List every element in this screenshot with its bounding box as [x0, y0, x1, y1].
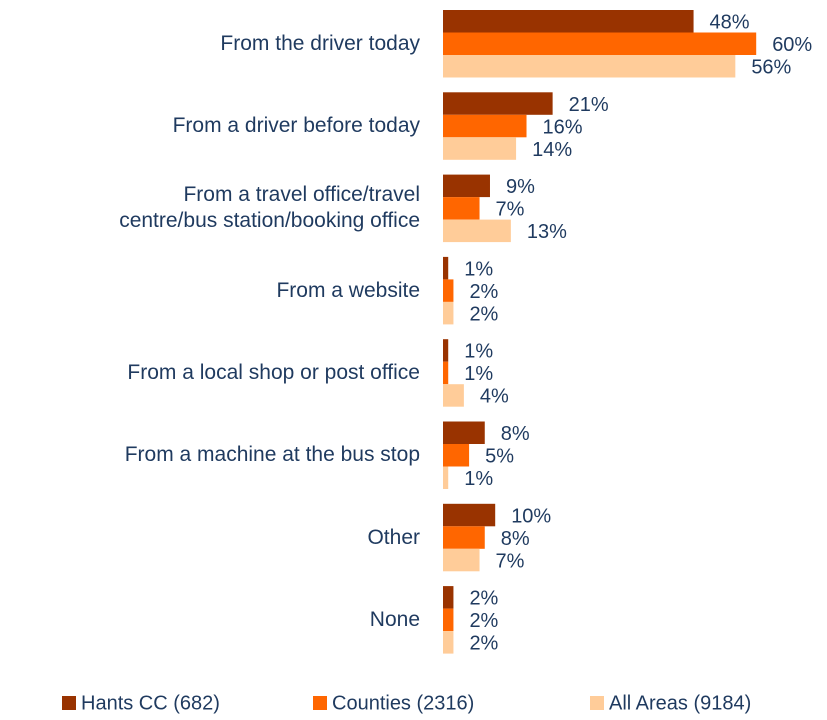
value-label: 60% — [772, 34, 812, 56]
value-label: 1% — [464, 341, 493, 363]
bar — [443, 174, 490, 198]
value-label: 1% — [464, 258, 493, 280]
value-label: 2% — [469, 633, 498, 655]
value-label: 2% — [469, 303, 498, 325]
bar — [443, 114, 527, 138]
bar — [443, 444, 470, 467]
value-label: 8% — [501, 528, 530, 550]
bar — [443, 466, 449, 489]
value-label: 13% — [527, 221, 567, 243]
value-label: 14% — [532, 139, 572, 161]
bar — [443, 279, 454, 302]
legend-swatch — [313, 696, 327, 710]
legend-label: Counties (2316) — [332, 692, 474, 714]
category-label: None — [369, 607, 420, 631]
bar — [443, 137, 517, 160]
bar — [443, 384, 464, 407]
category-label: From a website — [276, 278, 420, 302]
bar — [443, 421, 485, 444]
value-label: 5% — [485, 446, 514, 468]
bar — [443, 301, 454, 325]
category-label: From a travel office/travel centre/bus s… — [119, 183, 420, 233]
bar — [443, 361, 449, 385]
bar — [443, 631, 454, 654]
category-label: From a local shop or post office — [127, 360, 420, 384]
legend-label: All Areas (9184) — [609, 692, 751, 714]
bar — [443, 219, 511, 243]
category-label: From the driver today — [220, 31, 420, 55]
value-label: 21% — [569, 94, 609, 116]
value-label: 16% — [543, 116, 583, 138]
value-label: 7% — [496, 550, 525, 572]
category-label: From a machine at the bus stop — [124, 443, 420, 467]
bar — [443, 55, 736, 78]
value-label: 7% — [496, 199, 525, 221]
value-label: 10% — [511, 505, 551, 527]
legend-swatch — [590, 696, 604, 710]
bar — [443, 256, 449, 280]
value-label: 1% — [464, 363, 493, 385]
value-label: 2% — [469, 281, 498, 303]
bar — [443, 197, 480, 220]
legend-label: Hants CC (682) — [81, 692, 220, 714]
bar — [443, 586, 454, 609]
value-label: 2% — [469, 588, 498, 610]
bar — [443, 548, 480, 572]
value-label: 2% — [469, 610, 498, 632]
bar — [443, 526, 485, 549]
category-label: From a driver before today — [172, 114, 420, 138]
bar — [443, 339, 449, 362]
value-label: 8% — [501, 423, 530, 445]
value-label: 4% — [480, 386, 509, 408]
bar — [443, 10, 694, 33]
value-label: 1% — [464, 468, 493, 490]
value-label: 48% — [710, 12, 750, 34]
bar — [443, 92, 553, 115]
bar — [443, 608, 454, 632]
value-label: 9% — [506, 176, 535, 198]
bar — [443, 32, 757, 55]
category-label: Other — [367, 525, 420, 549]
value-label: 56% — [751, 57, 791, 79]
legend-swatch — [62, 696, 76, 710]
bar — [443, 503, 496, 527]
